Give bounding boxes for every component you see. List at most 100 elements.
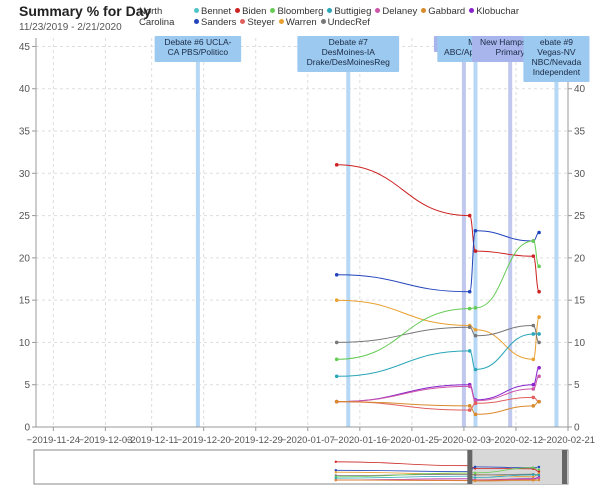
legend-item-sanders[interactable]: Sanders [194, 17, 236, 28]
y-tick-label-right: 15 [574, 296, 586, 307]
data-point-buttigieg [473, 367, 478, 372]
data-point-sanders [473, 229, 478, 233]
legend-swatch [270, 8, 276, 13]
data-point-steyer [531, 395, 536, 400]
x-tick-label: −2019-11-24 [27, 435, 80, 446]
overview-point [473, 471, 477, 475]
legend-label: Bloomberg [277, 6, 324, 17]
data-point-warren [537, 315, 541, 319]
overview-point [537, 473, 541, 477]
event-label-0: Debate #6 UCLA-CA PBS/Politico [154, 36, 242, 62]
legend-item-klobuchar[interactable]: Klobuchar [469, 6, 519, 17]
y-tick-label-right: 35 [574, 127, 586, 138]
y-tick-label-left: 5 [24, 380, 30, 391]
y-tick-label-left: 35 [19, 127, 31, 138]
event-label-text: Debate #7 [329, 37, 368, 47]
data-point-biden [467, 213, 472, 218]
data-point-undecref [334, 340, 339, 345]
overview-point [334, 460, 338, 463]
data-point-klobuchar [537, 366, 541, 370]
data-point-biden [334, 163, 339, 167]
event-label-text: Independent [533, 67, 581, 77]
region-label: North Carolina [139, 6, 189, 28]
x-tick-label: −2019-12-20 [177, 435, 231, 446]
overview-point [334, 476, 338, 480]
legend-label: Biden [242, 6, 267, 17]
legend-item-delaney[interactable]: Delaney [375, 6, 417, 17]
legend-label: Steyer [247, 17, 275, 28]
data-point-buttigieg [537, 332, 541, 336]
event-band [461, 38, 466, 427]
data-point-gabbard [473, 412, 478, 417]
event-label-text: New Hampshire [480, 37, 541, 47]
legend-swatch [194, 8, 199, 13]
y-tick-label-right: 10 [574, 338, 586, 349]
data-point-bloomberg [467, 306, 472, 311]
data-point-delaney [537, 374, 541, 379]
legend-label: Buttigieg [334, 6, 372, 17]
data-point-warren [531, 357, 536, 362]
legend-label: Gabbard [428, 6, 466, 17]
legend-item-warren[interactable]: Warren [278, 17, 317, 28]
overview-point [334, 471, 338, 474]
y-tick-label-left: 40 [19, 84, 31, 95]
x-tick-label: −2020-01-07 [281, 435, 335, 446]
y-tick-label-left: 0 [24, 423, 30, 434]
legend-swatch [421, 8, 427, 13]
event-label-box [154, 36, 242, 62]
data-point-bloomberg [531, 239, 536, 243]
x-tick-label: −2020-02-12 [489, 435, 543, 446]
overview-point [334, 469, 338, 472]
data-point-biden [531, 254, 536, 258]
overview-point [537, 465, 541, 469]
data-point-bloomberg [537, 264, 541, 269]
data-point-warren [334, 298, 339, 302]
y-tick-label-right: 25 [574, 211, 586, 222]
overview-point [537, 476, 541, 480]
y-tick-label-left: 30 [19, 169, 31, 180]
event-label-text: Debate #6 UCLA- [164, 37, 231, 47]
legend-swatch [235, 8, 241, 13]
legend-item-steyer[interactable]: Steyer [240, 17, 275, 28]
y-tick-label-right: 5 [574, 380, 580, 391]
data-point-gabbard [467, 404, 472, 408]
data-point-delaney [473, 398, 478, 403]
event-band [508, 38, 513, 427]
legend-item-gabbard[interactable]: Gabbard [421, 6, 465, 17]
legend-item-undecref[interactable]: UndecRef [320, 17, 370, 28]
y-tick-label-right: 20 [574, 253, 586, 264]
legend-item-buttigieg[interactable]: Buttigieg [327, 6, 371, 17]
overview-point [473, 465, 477, 469]
data-point-steyer [467, 408, 472, 412]
data-point-sanders [334, 272, 339, 277]
legend-swatch [240, 19, 246, 24]
region-line-2: Carolina [139, 17, 175, 28]
legend-item-bennet[interactable]: Bennet [194, 6, 231, 17]
data-point-undecref [537, 340, 541, 345]
data-point-gabbard [334, 399, 339, 404]
date-range: 11/23/2019 - 2/21/2020 [19, 22, 122, 33]
legend-label: Bennet [201, 6, 232, 17]
y-tick-label-left: 10 [19, 338, 31, 349]
data-point-steyer [473, 401, 478, 406]
data-point-delaney [531, 387, 536, 391]
overview-point [473, 479, 477, 483]
data-point-warren [473, 327, 478, 332]
event-band [195, 38, 200, 427]
event-label-text: NBC/Nevada [532, 57, 582, 67]
overview-point [531, 479, 535, 482]
data-point-biden [537, 289, 541, 294]
data-point-buttigieg [531, 332, 536, 336]
overview-point [473, 476, 477, 479]
legend-item-biden[interactable]: Biden [235, 6, 266, 17]
x-tick-label: −2019-12-11 [125, 435, 178, 446]
overview-handle-right[interactable] [562, 450, 567, 484]
data-point-bloomberg [334, 357, 339, 362]
overview-handle-left[interactable] [467, 450, 473, 484]
x-tick-label: −2020-02-03 [437, 435, 491, 446]
y-tick-label-right: 30 [574, 169, 586, 180]
y-tick-label-left: 20 [19, 253, 31, 264]
legend-item-bloomberg[interactable]: Bloomberg [270, 6, 323, 17]
